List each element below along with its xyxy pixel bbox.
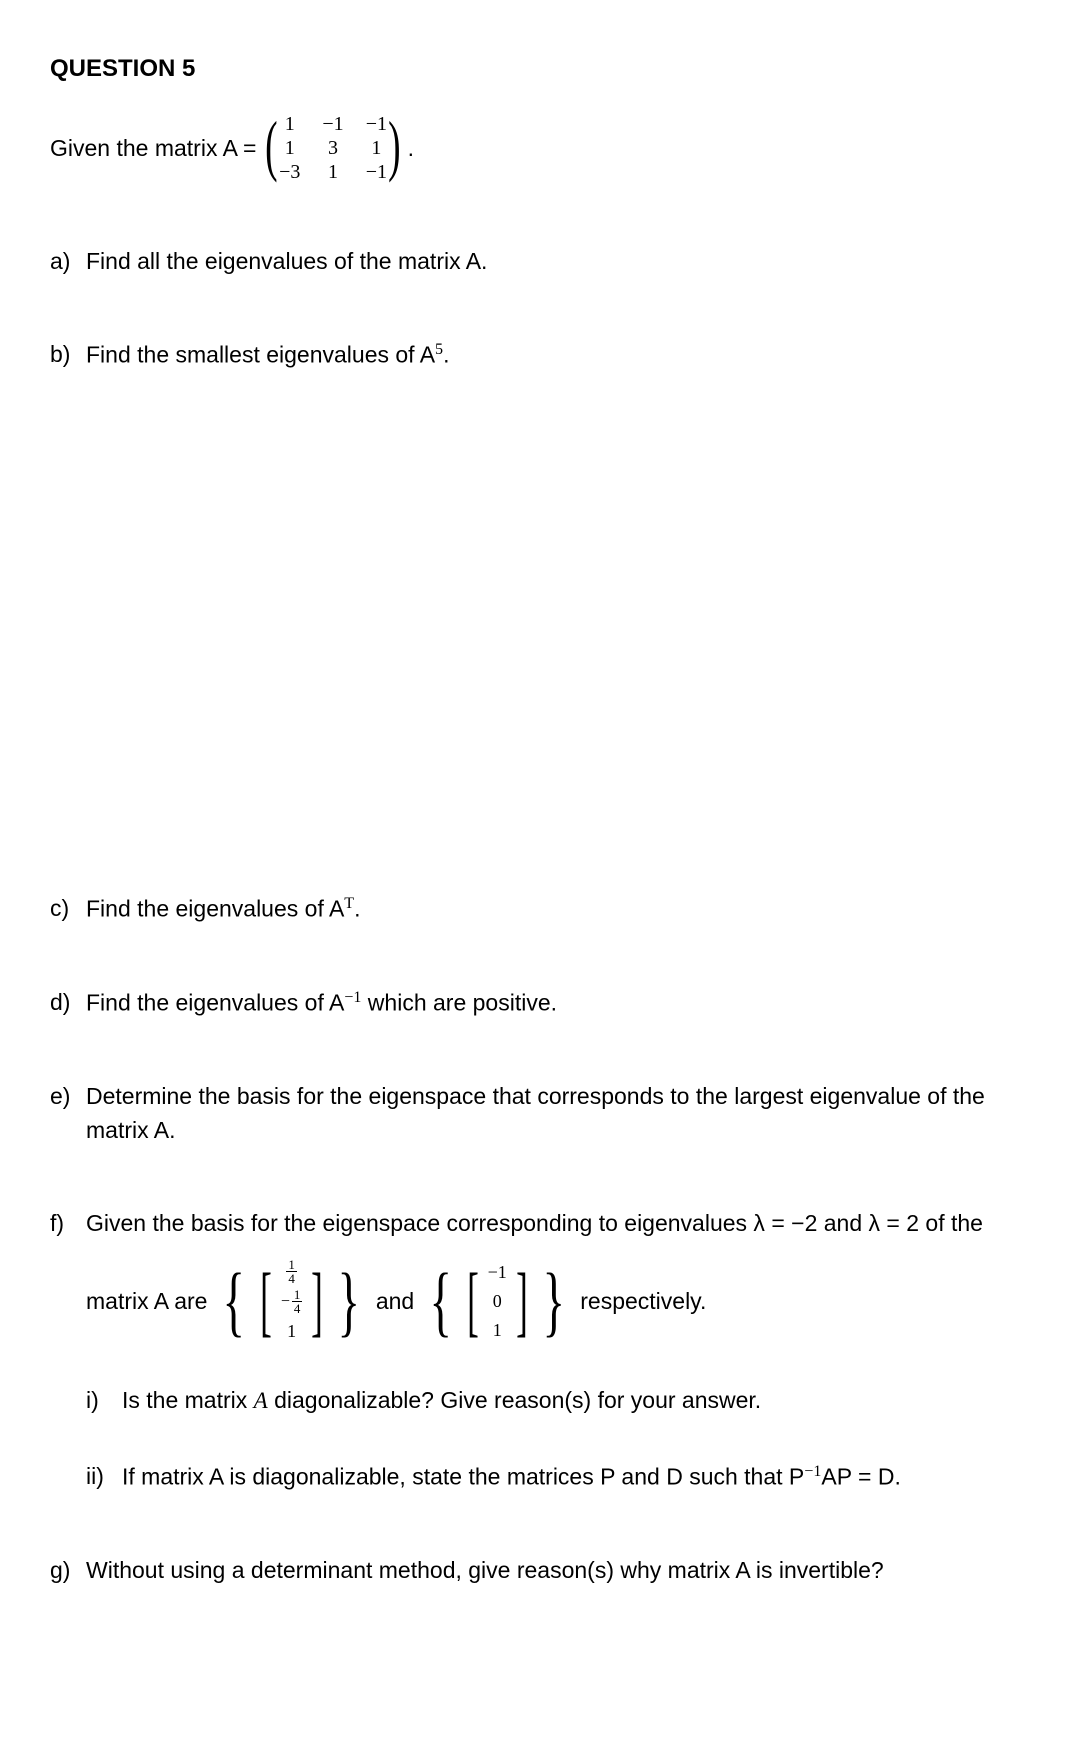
- part-e-label: e): [50, 1080, 86, 1147]
- blank-space: [50, 432, 1030, 892]
- paren-right-icon: ): [388, 111, 400, 185]
- part-f-ii-text: If matrix A is diagonalizable, state the…: [122, 1460, 1030, 1494]
- brace-right-icon: }: [338, 1275, 360, 1327]
- bracket-left-icon: [: [260, 1275, 272, 1327]
- part-f-row-pre: matrix A are: [86, 1285, 207, 1318]
- matrix-col-1: 1 1 −3: [279, 113, 300, 183]
- paren-left-icon: (: [266, 111, 278, 185]
- part-e-text: Determine the basis for the eigenspace t…: [86, 1080, 1030, 1147]
- vec1-r1: 1 4: [286, 1258, 297, 1285]
- part-b-text: Find the smallest eigenvalues of A5.: [86, 338, 1030, 372]
- intro-prefix: Given the matrix A =: [50, 135, 256, 162]
- part-d-label: d): [50, 986, 86, 1020]
- part-f-basis-row: matrix A are { [ 1 4 − 1 4: [86, 1258, 1030, 1344]
- part-g-label: g): [50, 1554, 86, 1587]
- part-c: c) Find the eigenvalues of AT.: [50, 892, 1030, 926]
- matrix-col-2: −1 3 1: [322, 113, 343, 183]
- part-a-label: a): [50, 245, 86, 278]
- part-c-text: Find the eigenvalues of AT.: [86, 892, 1030, 926]
- question-page: QUESTION 5 Given the matrix A = ( 1 1 −3…: [0, 0, 1080, 1647]
- vec2-col: −1 0 1: [486, 1259, 509, 1343]
- brace-left-icon: {: [430, 1275, 452, 1327]
- part-g: g) Without using a determinant method, g…: [50, 1554, 1030, 1587]
- part-g-text: Without using a determinant method, give…: [86, 1554, 1030, 1587]
- part-d: d) Find the eigenvalues of A−1 which are…: [50, 986, 1030, 1020]
- intro-suffix: .: [408, 135, 414, 162]
- part-b: b) Find the smallest eigenvalues of A5.: [50, 338, 1030, 372]
- question-title: QUESTION 5: [50, 55, 1030, 83]
- part-f-i-text: Is the matrix A diagonalizable? Give rea…: [122, 1384, 1030, 1417]
- bracket-left-icon: [: [467, 1275, 479, 1327]
- part-f-body: Given the basis for the eigenspace corre…: [86, 1207, 1030, 1544]
- matrix-col-3: −1 1 −1: [366, 113, 387, 183]
- part-f-i: i) Is the matrix A diagonalizable? Give …: [86, 1384, 1030, 1417]
- part-d-text: Find the eigenvalues of A−1 which are po…: [86, 986, 1030, 1020]
- part-e: e) Determine the basis for the eigenspac…: [50, 1080, 1030, 1147]
- part-f-label: f): [50, 1207, 86, 1544]
- brace-left-icon: {: [223, 1275, 245, 1327]
- part-f-ii: ii) If matrix A is diagonalizable, state…: [86, 1460, 1030, 1494]
- brace-right-icon: }: [542, 1275, 564, 1327]
- vec1-col: 1 4 − 1 4 1: [279, 1258, 305, 1344]
- part-f-lead: Given the basis for the eigenspace corre…: [86, 1207, 1030, 1240]
- part-f-ii-label: ii): [86, 1460, 122, 1494]
- part-f-mid: and: [376, 1285, 414, 1318]
- matrix-columns: 1 1 −3 −1 3 1 −1 1 −1: [275, 111, 391, 185]
- part-f-row-post: respectively.: [580, 1285, 706, 1318]
- matrix-A: ( 1 1 −3 −1 3 1 −1 1 −1 ): [260, 111, 405, 185]
- given-matrix-row: Given the matrix A = ( 1 1 −3 −1 3 1 −1 …: [50, 111, 1030, 185]
- part-a: a) Find all the eigenvalues of the matri…: [50, 245, 1030, 278]
- part-c-label: c): [50, 892, 86, 926]
- part-f: f) Given the basis for the eigenspace co…: [50, 1207, 1030, 1544]
- bracket-right-icon: ]: [516, 1275, 528, 1327]
- bracket-right-icon: ]: [312, 1275, 324, 1327]
- part-f-i-label: i): [86, 1384, 122, 1417]
- part-b-label: b): [50, 338, 86, 372]
- vec1-r2: − 1 4: [281, 1288, 303, 1315]
- basis-vec-1: { [ 1 4 − 1 4: [215, 1258, 367, 1344]
- part-a-text: Find all the eigenvalues of the matrix A…: [86, 245, 1030, 278]
- basis-vec-2: { [ −1 0 1 ] }: [422, 1259, 572, 1343]
